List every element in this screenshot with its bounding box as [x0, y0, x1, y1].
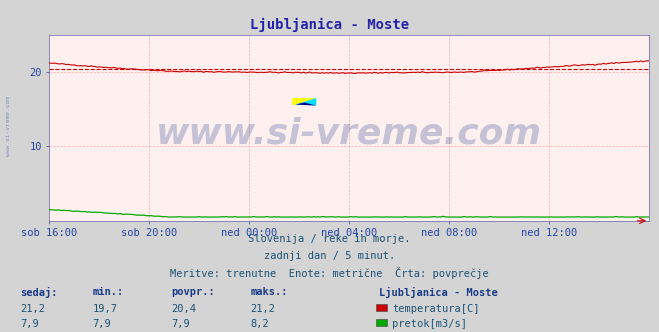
Text: zadnji dan / 5 minut.: zadnji dan / 5 minut.: [264, 251, 395, 261]
Text: 7,9: 7,9: [20, 319, 38, 329]
Polygon shape: [295, 98, 316, 106]
Text: 20,4: 20,4: [171, 304, 196, 314]
Text: Ljubljanica - Moste: Ljubljanica - Moste: [379, 287, 498, 298]
Polygon shape: [295, 103, 316, 106]
Polygon shape: [293, 98, 316, 106]
Text: 7,9: 7,9: [171, 319, 190, 329]
Text: min.:: min.:: [92, 287, 123, 297]
Text: pretok[m3/s]: pretok[m3/s]: [392, 319, 467, 329]
Text: Slovenija / reke in morje.: Slovenija / reke in morje.: [248, 234, 411, 244]
Text: 7,9: 7,9: [92, 319, 111, 329]
Text: temperatura[C]: temperatura[C]: [392, 304, 480, 314]
Text: 21,2: 21,2: [250, 304, 275, 314]
Text: 21,2: 21,2: [20, 304, 45, 314]
Text: povpr.:: povpr.:: [171, 287, 215, 297]
Text: sedaj:: sedaj:: [20, 287, 57, 298]
Text: www.si-vreme.com: www.si-vreme.com: [6, 96, 11, 156]
Text: maks.:: maks.:: [250, 287, 288, 297]
Text: Meritve: trenutne  Enote: metrične  Črta: povprečje: Meritve: trenutne Enote: metrične Črta: …: [170, 267, 489, 279]
Text: 8,2: 8,2: [250, 319, 269, 329]
Text: Ljubljanica - Moste: Ljubljanica - Moste: [250, 18, 409, 33]
Text: www.si-vreme.com: www.si-vreme.com: [156, 117, 542, 150]
Text: 19,7: 19,7: [92, 304, 117, 314]
